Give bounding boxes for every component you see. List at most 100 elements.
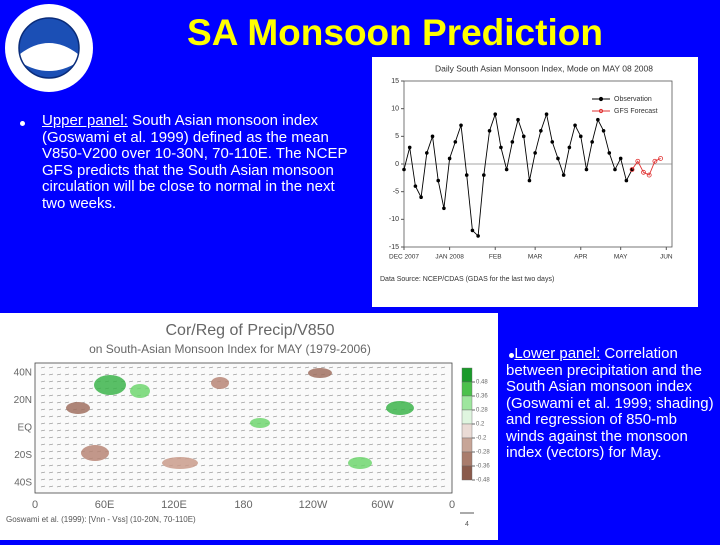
wind-vector <box>112 443 118 446</box>
wind-vector <box>384 429 390 432</box>
wind-vector <box>336 422 342 425</box>
wind-vector <box>256 408 262 411</box>
wind-vector <box>256 457 262 460</box>
wind-vector <box>408 387 414 390</box>
wind-vector <box>224 429 230 432</box>
wind-vector <box>72 457 78 460</box>
wind-vector <box>424 443 430 446</box>
wind-vector <box>336 387 342 390</box>
wind-vector <box>440 429 446 432</box>
wind-vector <box>280 478 286 481</box>
wind-vector <box>392 387 398 390</box>
wind-vector <box>288 436 294 439</box>
wind-vector <box>296 380 302 383</box>
wind-vector <box>152 457 158 460</box>
wind-vector <box>408 422 414 425</box>
wind-vector <box>248 408 254 411</box>
wind-vector <box>80 394 86 397</box>
wind-vector <box>160 373 166 376</box>
wind-vector <box>392 429 398 432</box>
wind-vector <box>304 408 310 411</box>
wind-vector <box>360 394 366 397</box>
data-point <box>573 123 577 128</box>
wind-vector <box>384 366 390 369</box>
wind-vector <box>280 450 286 453</box>
wind-vector <box>360 401 366 404</box>
wind-vector <box>160 450 166 453</box>
shading <box>308 368 332 378</box>
wind-vector <box>112 464 118 467</box>
wind-vector <box>192 457 198 460</box>
slide-title: SA Monsoon Prediction <box>187 12 603 53</box>
wind-vector <box>152 373 158 376</box>
data-point <box>459 123 463 128</box>
wind-vector <box>352 436 358 439</box>
wind-vector <box>112 408 118 411</box>
wind-vector <box>40 387 46 390</box>
wind-vector <box>384 471 390 474</box>
wind-vector <box>152 485 158 488</box>
wind-vector <box>88 436 94 439</box>
wind-vector <box>272 436 278 439</box>
wind-vector <box>88 464 94 467</box>
wind-vector <box>64 478 70 481</box>
wind-vector <box>296 478 302 481</box>
wind-vector <box>424 387 430 390</box>
wind-vector <box>160 380 166 383</box>
wind-vector <box>400 387 406 390</box>
wind-vector <box>328 436 334 439</box>
wind-vector <box>112 401 118 404</box>
wind-vector <box>264 464 270 467</box>
wind-vector <box>40 366 46 369</box>
wind-vector <box>240 387 246 390</box>
wind-vector <box>200 443 206 446</box>
wind-vector <box>360 443 366 446</box>
body: South Asian monsoon index (Goswami et al… <box>42 112 348 212</box>
wind-vector <box>40 450 46 453</box>
wind-vector <box>392 380 398 383</box>
wind-vector <box>432 408 438 411</box>
wind-vector <box>248 387 254 390</box>
wind-vector <box>192 471 198 474</box>
wind-vector <box>128 485 134 488</box>
wind-vector <box>320 443 326 446</box>
wind-vector <box>400 464 406 467</box>
wind-vector <box>72 415 78 418</box>
wind-vector <box>376 394 382 397</box>
wind-vector <box>48 429 54 432</box>
wind-vector <box>376 478 382 481</box>
wind-vector <box>344 436 350 439</box>
wind-vector <box>224 387 230 390</box>
wind-vector <box>272 415 278 418</box>
wind-vector <box>320 485 326 488</box>
wind-vector <box>336 408 342 411</box>
wind-vector <box>256 387 262 390</box>
wind-vector <box>328 485 334 488</box>
wind-vector <box>352 380 358 383</box>
wind-vector <box>48 457 54 460</box>
wind-vector <box>424 408 430 411</box>
wind-vector <box>184 450 190 453</box>
wind-vector <box>160 408 166 411</box>
wind-vector <box>80 380 86 383</box>
wind-vector <box>376 443 382 446</box>
wind-vector <box>88 366 94 369</box>
wind-vector <box>48 478 54 481</box>
wind-vector <box>280 387 286 390</box>
wind-vector <box>216 408 222 411</box>
wind-vector <box>336 373 342 376</box>
x-tick-label: MAY <box>614 254 628 261</box>
wind-vector <box>256 429 262 432</box>
wind-vector <box>144 422 150 425</box>
wind-vector <box>200 478 206 481</box>
wind-vector <box>200 471 206 474</box>
wind-vector <box>216 415 222 418</box>
wind-vector <box>216 366 222 369</box>
wind-vector <box>224 443 230 446</box>
wind-vector <box>232 401 238 404</box>
wind-vector <box>392 471 398 474</box>
wind-vector <box>280 429 286 432</box>
wind-vector <box>336 471 342 474</box>
wind-vector <box>48 394 54 397</box>
data-point <box>527 178 532 183</box>
